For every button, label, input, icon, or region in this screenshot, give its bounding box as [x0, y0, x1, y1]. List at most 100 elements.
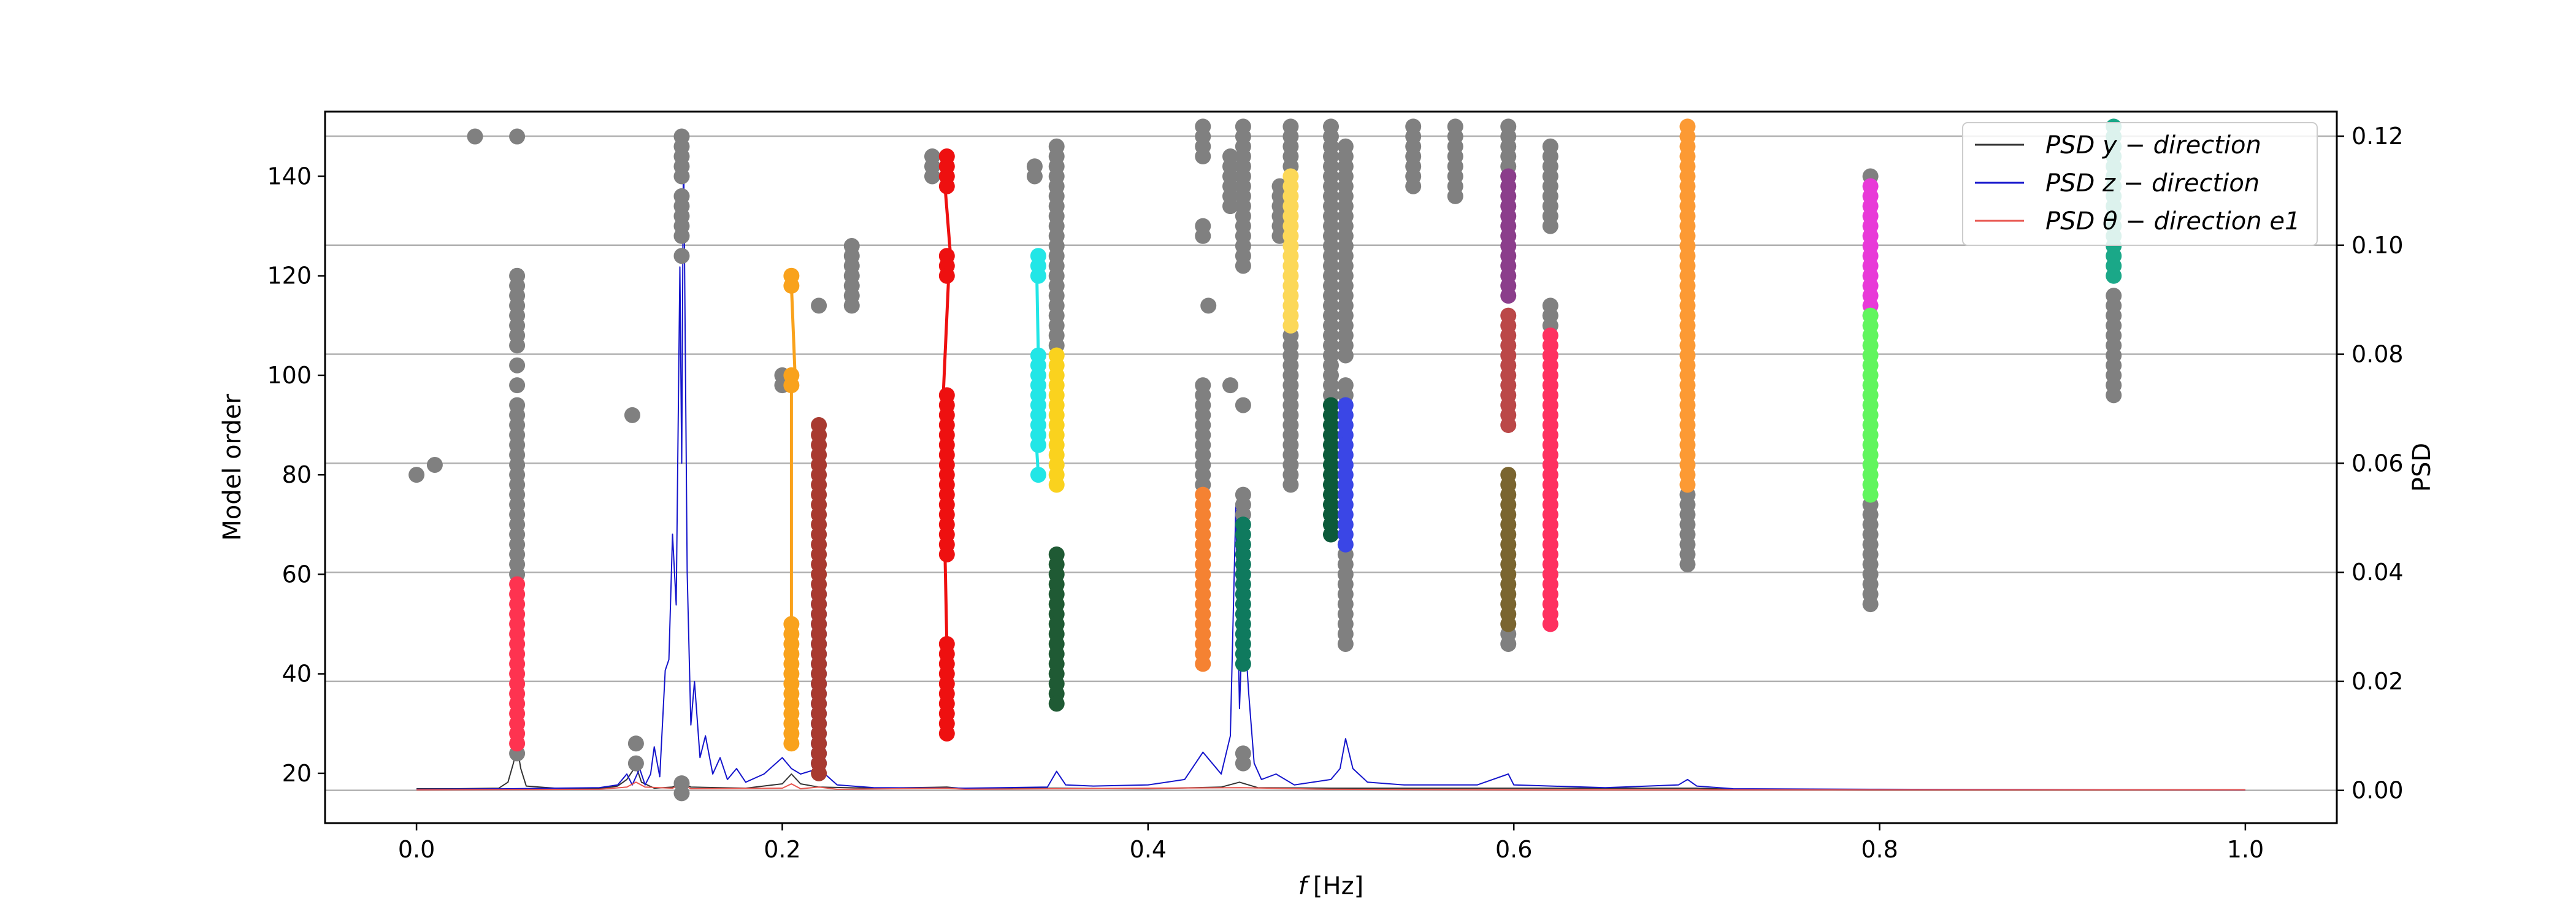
y-axis-right-label: PSD [2408, 443, 2436, 492]
stable-pole-0_478 [1282, 317, 1299, 334]
stable-pole-0_22 [811, 765, 827, 781]
y-axis-right: 0.00 0.02 0.04 0.06 0.08 0.10 0.12 [2337, 123, 2404, 804]
plot-frame [324, 110, 2338, 824]
unstable-pole-0_145 [673, 168, 690, 185]
stable-pole-0_29 [938, 725, 955, 742]
unstable-pole-0_795 [1862, 596, 1879, 613]
unstable-pole-0_055 [509, 337, 526, 354]
unstable-pole-0_452 [1235, 755, 1251, 772]
y-left-tick-label: 140 [267, 163, 312, 190]
psd-line-theta [416, 781, 2245, 791]
unstable-pole-0_452 [1235, 258, 1251, 274]
legend: PSD y − direction PSD z − direction PSD … [1962, 122, 2318, 246]
unstable-pole-0_055 [509, 357, 526, 374]
stable-pole-0_62 [1542, 616, 1558, 632]
stable-pole-0_055 [509, 735, 526, 752]
y-right-tick-label: 0.04 [2352, 559, 2404, 586]
unstable-pole-0_508 [1337, 347, 1354, 364]
stable-pole-0_34 [1030, 437, 1046, 453]
stable-pole-0_695 [1679, 477, 1696, 493]
unstable-pole-0_452 [1235, 397, 1251, 413]
y-right-tick-label: 0.12 [2352, 123, 2404, 150]
unstable-pole-0_508 [1337, 635, 1354, 652]
unstable-pole-0_43 [1195, 148, 1211, 165]
psd-series-group [416, 136, 2245, 791]
stable-pole-0_29 [938, 178, 955, 194]
stable-pole-0_795 [1862, 486, 1879, 503]
stable-pole-0_597 [1500, 288, 1517, 304]
x-tick-label: 0.6 [1495, 836, 1532, 863]
y-left-tick-label: 120 [267, 263, 312, 289]
legend-label-psd-theta: PSD θ − direction e1 [2045, 207, 2300, 236]
unstable-pole-0_055 [509, 377, 526, 394]
x-tick-label: 0.4 [1130, 836, 1167, 863]
unstable-pole-0_433 [1200, 297, 1217, 314]
unstable-pole-0_597 [1500, 635, 1517, 652]
stable-pole-0_205 [783, 277, 800, 294]
unstable-pole-0_22 [811, 297, 827, 314]
y-left-tick-label: 20 [282, 760, 312, 787]
stable-pole-0_205 [783, 377, 800, 394]
y-right-tick-label: 0.06 [2352, 450, 2404, 477]
unstable-pole-0_145 [673, 228, 690, 244]
unstable-pole-0_445 [1222, 198, 1238, 215]
stable-pole-0_35 [1048, 696, 1065, 712]
stable-pole-0_928 [2106, 267, 2122, 284]
x-tick-label: 0.2 [764, 836, 800, 863]
y-left-tick-label: 80 [282, 461, 312, 488]
y-right-tick-label: 0.08 [2352, 341, 2404, 368]
unstable-pole-0_62 [1542, 218, 1558, 234]
x-tick-label: 1.0 [2227, 836, 2264, 863]
legend-label-psd-y: PSD y − direction [2045, 131, 2261, 159]
unstable-pole-0_145 [673, 248, 690, 264]
stable-pole-0_43 [1195, 656, 1211, 672]
unstable-pole-0 [408, 467, 425, 483]
y-axis-left-label: Model order [218, 394, 247, 541]
unstable-pole-0_12 [627, 735, 644, 752]
stable-pole-0_452 [1235, 656, 1251, 672]
stable-pole-0_34 [1030, 467, 1046, 483]
y-left-tick-label: 40 [282, 661, 312, 688]
stable-pole-0_29 [938, 546, 955, 562]
unstable-pole-0_238 [843, 297, 860, 314]
psd-line-y [416, 746, 2245, 791]
unstable-pole-0_43 [1195, 228, 1211, 244]
unstable-pole-0_01 [426, 456, 443, 473]
stable-pole-0_205 [783, 735, 800, 752]
y-axis-left: 20 40 60 80 100 120 140 [267, 163, 325, 787]
unstable-pole-0_055 [509, 128, 526, 145]
x-axis-label: f [Hz] [1298, 872, 1363, 900]
x-axis-label-unit: [Hz] [1313, 872, 1363, 900]
unstable-pole-0_928 [2106, 387, 2122, 404]
legend-box [1962, 122, 2318, 246]
unstable-pole-0_032 [467, 128, 483, 145]
unstable-pole-0_695 [1679, 556, 1696, 573]
unstable-pole-0_445 [1222, 377, 1238, 394]
stable-pole-0_508 [1337, 536, 1354, 553]
unstable-pole-0_145 [673, 785, 690, 802]
stable-pole-0_597 [1500, 417, 1517, 434]
legend-label-psd-z: PSD z − direction [2045, 169, 2260, 197]
unstable-pole-0_545 [1405, 178, 1422, 194]
unstable-pole-0_282 [924, 168, 940, 185]
x-tick-label: 0.0 [398, 836, 435, 863]
stable-poles-group [509, 118, 2122, 781]
x-axis: 0.0 0.2 0.4 0.6 0.8 1.0 [398, 823, 2264, 863]
x-tick-label: 0.8 [1861, 836, 1898, 863]
stable-pole-0_34 [1030, 267, 1046, 284]
y-right-tick-label: 0.00 [2352, 777, 2404, 804]
unstable-pole-0_118 [624, 407, 640, 423]
stable-pole-0_35 [1048, 477, 1065, 493]
y-left-tick-label: 60 [282, 561, 312, 588]
unstable-pole-0_472 [1271, 228, 1288, 244]
unstable-pole-0_12 [627, 755, 644, 772]
y-left-tick-label: 100 [267, 362, 312, 389]
stable-pole-0_29 [938, 267, 955, 284]
stable-pole-0_5 [1323, 526, 1339, 543]
unstable-pole-0_478 [1282, 477, 1299, 493]
unstable-pole-0_568 [1447, 188, 1463, 204]
x-axis-label-symbol: f [1298, 872, 1311, 900]
stable-pole-0_597 [1500, 616, 1517, 632]
y-right-tick-label: 0.10 [2352, 232, 2404, 259]
